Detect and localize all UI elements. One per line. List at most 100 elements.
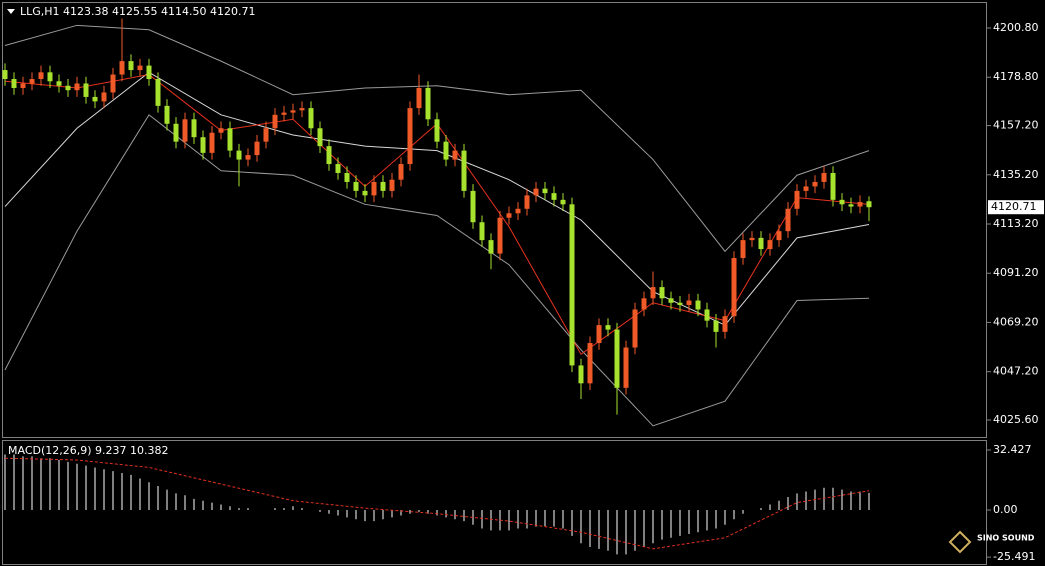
candle-body	[623, 347, 629, 388]
candle-body	[74, 83, 80, 91]
y-tick-label: 4091.20	[993, 266, 1039, 279]
candle-body	[155, 79, 161, 106]
candle-body	[47, 72, 53, 82]
candle-body	[407, 108, 413, 165]
y-tick-label: 4135.20	[993, 168, 1039, 181]
candle-body	[326, 146, 332, 165]
candle-body	[839, 199, 845, 205]
candle-body	[758, 237, 764, 250]
candle-body	[254, 141, 260, 156]
candle-body	[722, 316, 728, 332]
current-price-label: 4120.71	[991, 200, 1037, 213]
candle-body	[281, 112, 287, 115]
candle-body	[173, 123, 179, 142]
candle-body	[425, 87, 431, 120]
candle-body	[497, 217, 503, 254]
candle-body	[578, 365, 584, 384]
candle-body	[659, 287, 665, 299]
candle-body	[65, 85, 71, 91]
candle-body	[452, 150, 458, 160]
candle-body	[614, 329, 620, 388]
candle-body	[290, 110, 296, 113]
candle-body	[515, 208, 521, 214]
candle-body	[110, 74, 116, 93]
candle-body	[668, 298, 674, 303]
candle-body	[11, 79, 17, 88]
candle-body	[542, 188, 548, 194]
candle-body	[848, 204, 854, 207]
candle-body	[164, 105, 170, 124]
candle-body	[218, 128, 224, 133]
candle-body	[128, 61, 134, 71]
y-tick-label: 4113.20	[993, 217, 1039, 230]
candle-body	[560, 199, 566, 205]
price-panel-frame	[2, 2, 987, 438]
candle-body	[416, 87, 422, 109]
signal-line	[4, 457, 870, 550]
candle-body	[821, 172, 827, 182]
y-tick-label: 4047.20	[993, 365, 1039, 378]
macd-panel-frame	[2, 440, 987, 565]
candle-body	[812, 181, 818, 187]
candle-body	[362, 190, 368, 196]
candle-body	[713, 320, 719, 332]
candle-body	[263, 128, 269, 142]
candle-body	[389, 179, 395, 191]
candle-body	[803, 186, 809, 191]
y-tick-label: 4025.60	[993, 413, 1039, 426]
candle-body	[83, 83, 89, 97]
candle-body	[200, 137, 206, 153]
candle-body	[209, 132, 215, 153]
candle-body	[677, 302, 683, 306]
candle-body	[632, 309, 638, 348]
candle-body	[749, 237, 755, 241]
candle-body	[488, 240, 494, 254]
candle-body	[776, 231, 782, 241]
overlay-line	[4, 24, 870, 253]
candle-body	[470, 190, 476, 223]
collapse-icon[interactable]	[7, 9, 15, 14]
y-tick-label: 4157.20	[993, 119, 1039, 132]
y-tick-label: 4200.80	[993, 21, 1039, 34]
candle-body	[794, 190, 800, 209]
candle-body	[227, 128, 233, 151]
y-tick-label: 4069.20	[993, 315, 1039, 328]
candle-body	[245, 155, 251, 160]
candle-body	[299, 108, 305, 111]
candle-body	[56, 81, 62, 86]
candle-body	[308, 108, 314, 129]
candle-body	[605, 325, 611, 330]
candle-body	[92, 96, 98, 102]
candle-body	[785, 208, 791, 232]
candle-body	[650, 287, 656, 299]
candle-body	[335, 164, 341, 173]
candle-body	[272, 114, 278, 129]
y-tick-label: -25.491	[993, 550, 1035, 563]
candle-body	[398, 164, 404, 180]
candle-body	[434, 119, 440, 142]
candle-body	[587, 343, 593, 384]
candle-body	[380, 181, 386, 191]
candle-body	[695, 300, 701, 310]
candle-body	[191, 119, 197, 138]
watermark-logo	[948, 530, 972, 554]
candle-body	[641, 298, 647, 310]
candle-body	[533, 188, 539, 196]
candle-body	[857, 202, 863, 207]
candle-body	[119, 61, 125, 75]
current-price-box	[988, 200, 1044, 215]
candle-body	[353, 181, 359, 191]
candle-body	[569, 204, 575, 366]
candle-body	[830, 172, 836, 200]
candle-body	[524, 195, 530, 209]
candle-body	[443, 141, 449, 160]
candle-body	[38, 72, 44, 80]
candle-body	[182, 119, 188, 142]
candle-body	[29, 79, 35, 84]
candle-body	[551, 193, 557, 200]
candle-body	[686, 300, 692, 306]
candle-body	[866, 201, 872, 208]
watermark-text: SINO SOUND	[977, 534, 1035, 543]
